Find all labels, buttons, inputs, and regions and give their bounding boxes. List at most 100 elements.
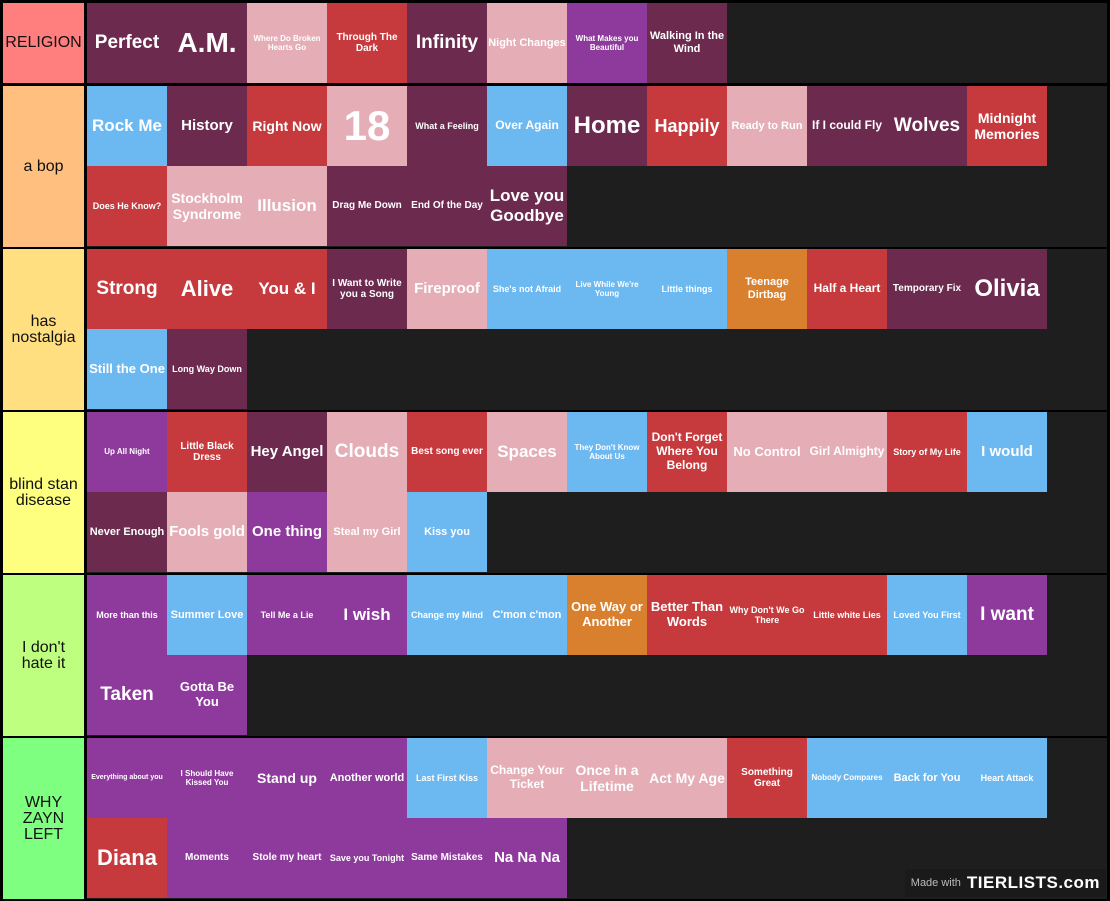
tier-item[interactable]: Best song ever [407,412,487,492]
tier-item[interactable]: I want [967,575,1047,655]
tier-item[interactable]: Heart Attack [967,738,1047,818]
tier-item[interactable]: One Way or Another [567,575,647,655]
tier-item[interactable]: Diana [87,818,167,898]
tier-item[interactable]: Temporary Fix [887,249,967,329]
tier-item[interactable]: Olivia [967,249,1047,329]
tier-drop-zone[interactable]: Up All Night Little Black Dress Hey Angel C… [87,412,1107,573]
tier-item[interactable]: Long Way Down [167,329,247,409]
tier-item[interactable]: Don't Forget Where You Belong [647,412,727,492]
tier-item[interactable]: Last First Kiss [407,738,487,818]
tier-item[interactable]: A.M. [167,3,247,83]
tier-item[interactable]: Illusion [247,166,327,246]
tier-item[interactable]: What a Feeling [407,86,487,166]
tier-drop-zone[interactable]: Perfect A.M. Where Do Broken Hearts Go Thro… [87,3,1107,83]
tier-item[interactable]: Still the One [87,329,167,409]
tier-label[interactable]: a bop [3,86,84,247]
tier-item[interactable]: Perfect [87,3,167,83]
tier-item[interactable]: No Control [727,412,807,492]
tier-item[interactable]: Summer Love [167,575,247,655]
tier-item[interactable]: Change my Mind [407,575,487,655]
tier-item[interactable]: C'mon c'mon [487,575,567,655]
tier-label[interactable]: has nostalgia [3,249,84,410]
tier-item[interactable]: Gotta Be You [167,655,247,735]
tier-item[interactable]: Stole my heart [247,818,327,898]
tier-item[interactable]: Little white Lies [807,575,887,655]
tier-item[interactable]: History [167,86,247,166]
tier-item[interactable]: Infinity [407,3,487,83]
tier-item[interactable]: I Want to Write you a Song [327,249,407,329]
tier-item[interactable]: Fools gold [167,492,247,572]
tier-item[interactable]: Moments [167,818,247,898]
tier-item[interactable]: I wish [327,575,407,655]
tier-label[interactable]: blind stan disease [3,412,84,573]
tier-item[interactable]: Loved You First [887,575,967,655]
tier-item[interactable]: I Should Have Kissed You [167,738,247,818]
tier-drop-zone[interactable]: More than this Summer Love Tell Me a Lie I … [87,575,1107,736]
tier-item[interactable]: Wolves [887,86,967,166]
tier-item[interactable]: Stand up [247,738,327,818]
tier-item[interactable]: Same Mistakes [407,818,487,898]
tier-item[interactable]: Walking In the Wind [647,3,727,83]
tier-item[interactable]: Hey Angel [247,412,327,492]
tier-item[interactable]: Little Black Dress [167,412,247,492]
tier-item[interactable]: Alive [167,249,247,329]
tier-item[interactable]: Up All Night [87,412,167,492]
tier-item[interactable]: Stockholm Syndrome [167,166,247,246]
tier-item[interactable]: One thing [247,492,327,572]
tier-item[interactable]: They Don't Know About Us [567,412,647,492]
tier-item[interactable]: Steal my Girl [327,492,407,572]
tier-item[interactable]: You & I [247,249,327,329]
tier-item[interactable]: More than this [87,575,167,655]
tier-item[interactable]: Change Your Ticket [487,738,567,818]
tier-item[interactable]: Midnight Memories [967,86,1047,166]
tier-item[interactable]: Home [567,86,647,166]
tier-item[interactable]: Happily [647,86,727,166]
tier-item[interactable]: Fireproof [407,249,487,329]
tier-item[interactable]: Ready to Run [727,86,807,166]
tier-item[interactable]: Through The Dark [327,3,407,83]
tier-item[interactable]: Where Do Broken Hearts Go [247,3,327,83]
tier-item[interactable]: Rock Me [87,86,167,166]
tier-item[interactable]: Everything about you [87,738,167,818]
tier-item[interactable]: Act My Age [647,738,727,818]
tier-item[interactable]: Night Changes [487,3,567,83]
tier-item[interactable]: Love you Goodbye [487,166,567,246]
tier-item[interactable]: I would [967,412,1047,492]
tier-item[interactable]: She's not Afraid [487,249,567,329]
made-with-badge[interactable]: Made with TIERLISTS.com [904,869,1106,897]
tier-item[interactable]: Kiss you [407,492,487,572]
tier-item[interactable]: Another world [327,738,407,818]
tier-item[interactable]: Never Enough [87,492,167,572]
tier-item[interactable]: End Of the Day [407,166,487,246]
tier-item[interactable]: Live While We're Young [567,249,647,329]
tier-item[interactable]: Tell Me a Lie [247,575,327,655]
tier-item[interactable]: Na Na Na [487,818,567,898]
tier-item[interactable]: Half a Heart [807,249,887,329]
tier-item[interactable]: Better Than Words [647,575,727,655]
tier-item[interactable]: What Makes you Beautiful [567,3,647,83]
tier-item[interactable]: If I could Fly [807,86,887,166]
tier-drop-zone[interactable]: Everything about you I Should Have Kissed… [87,738,1107,899]
tier-item[interactable]: Drag Me Down [327,166,407,246]
tier-item[interactable]: Taken [87,655,167,735]
tier-item[interactable]: Right Now [247,86,327,166]
tier-item[interactable]: Something Great [727,738,807,818]
tier-item[interactable]: Once in a Lifetime [567,738,647,818]
tier-item[interactable]: Teenage Dirtbag [727,249,807,329]
tier-item[interactable]: Girl Almighty [807,412,887,492]
tier-label[interactable]: WHY ZAYN LEFT [3,738,84,899]
tier-item[interactable]: Over Again [487,86,567,166]
tier-item[interactable]: Clouds [327,412,407,492]
tier-label[interactable]: I don't hate it [3,575,84,736]
tier-item[interactable]: Nobody Compares [807,738,887,818]
tier-item[interactable]: Strong [87,249,167,329]
tier-item[interactable]: Does He Know? [87,166,167,246]
tier-item[interactable]: Spaces [487,412,567,492]
tier-item[interactable]: Little things [647,249,727,329]
tier-item[interactable]: Story of My Life [887,412,967,492]
tier-item[interactable]: 18 [327,86,407,166]
tier-item[interactable]: Save you Tonight [327,818,407,898]
tier-label[interactable]: RELIGION [3,3,84,83]
tier-item[interactable]: Why Don't We Go There [727,575,807,655]
